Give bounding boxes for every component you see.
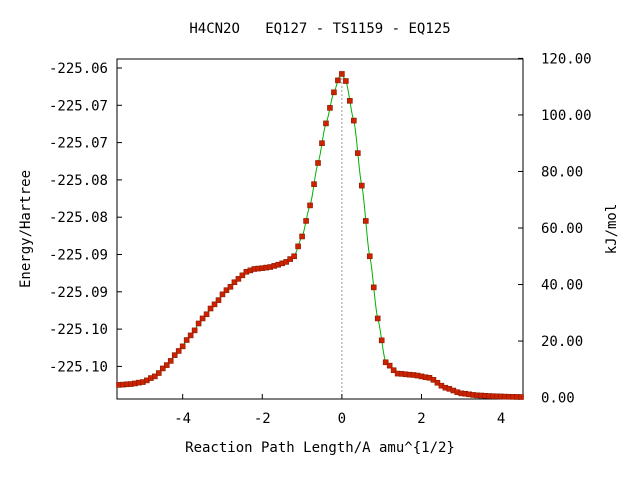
data-point: [171, 352, 178, 358]
x-tick-label: 2: [417, 411, 425, 427]
data-point: [231, 279, 238, 286]
y-right-tick-label: 0.00: [541, 391, 575, 407]
data-point: [235, 276, 242, 282]
data-point: [434, 379, 441, 386]
data-point: [239, 272, 246, 279]
plot-area: [116, 58, 524, 400]
data-point: [163, 362, 170, 368]
y-left-tick-label: -225.06: [49, 61, 108, 77]
y-right-tick-label: 100.00: [541, 108, 592, 124]
data-point: [215, 297, 222, 303]
data-point: [518, 394, 524, 400]
data-point: [223, 287, 230, 293]
data-point: [287, 256, 293, 262]
data-point: [362, 218, 369, 224]
data-point: [347, 98, 353, 104]
y-left-tick-label: -225.09: [49, 248, 108, 264]
chart-title: H4CN2O EQ127 - TS1159 - EQ125: [189, 21, 450, 37]
x-tick-label: -2: [254, 411, 271, 427]
data-point: [386, 362, 393, 369]
data-point: [303, 218, 309, 224]
y-axis-label-left: Energy/Hartree: [18, 170, 34, 288]
y-left-tick-label: -225.10: [49, 359, 108, 375]
data-point: [343, 78, 349, 84]
y-right-tick-label: 80.00: [541, 164, 583, 180]
data-point: [179, 343, 186, 350]
data-point: [283, 259, 289, 265]
data-point: [374, 315, 381, 322]
data-point: [199, 315, 206, 322]
data-point: [211, 301, 218, 308]
data-point: [311, 181, 317, 187]
data-point: [155, 370, 162, 376]
y-left-tick-label: -225.08: [49, 173, 108, 189]
data-point: [183, 337, 190, 343]
data-point: [219, 291, 226, 298]
axis-ticks: -4 -2 0 2 4 -225.06 -225.07 -225.07 -225.08 -225.…: [49, 51, 592, 427]
data-point: [187, 332, 194, 339]
data-point: [378, 337, 385, 344]
data-point: [167, 358, 174, 364]
data-point: [195, 320, 202, 327]
data-point: [351, 117, 357, 124]
y-right-tick-label: 120.00: [541, 51, 592, 67]
data-point: [307, 202, 313, 209]
y-right-tick-label: 40.00: [541, 278, 583, 294]
y-left-tick-label: -225.09: [49, 285, 108, 301]
data-point: [299, 233, 305, 240]
y-left-tick-label: -225.10: [49, 322, 108, 338]
data-point: [327, 105, 333, 111]
data-point: [382, 359, 389, 366]
x-tick-label: -4: [174, 411, 191, 427]
data-point: [370, 284, 377, 291]
data-point: [207, 305, 214, 312]
data-point: [295, 243, 301, 250]
y-left-tick-label: -225.07: [49, 136, 108, 152]
x-tick-label: 4: [497, 411, 505, 427]
data-point: [315, 160, 321, 166]
data-point: [203, 311, 210, 318]
data-points: [116, 71, 524, 400]
data-point: [331, 89, 337, 96]
x-tick-label: 0: [338, 411, 346, 427]
data-point: [355, 150, 361, 156]
y-left-tick-label: -225.07: [49, 98, 108, 114]
x-axis-label: Reaction Path Length/A amu^{1/2}: [185, 440, 455, 456]
data-point: [319, 140, 325, 146]
data-point: [366, 253, 373, 260]
data-point: [227, 284, 234, 290]
data-point: [323, 120, 329, 127]
data-point: [159, 365, 166, 372]
y-right-tick-label: 20.00: [541, 334, 583, 350]
data-point: [430, 377, 437, 383]
data-point: [358, 182, 365, 189]
y-left-tick-label: -225.08: [49, 210, 108, 226]
data-point: [339, 71, 345, 77]
y-right-tick-label: 60.00: [541, 221, 583, 237]
data-point: [175, 348, 182, 354]
data-point: [152, 373, 158, 380]
data-point: [191, 327, 198, 334]
y-axis-label-right: kJ/mol: [604, 204, 620, 255]
data-point: [291, 253, 297, 260]
data-point: [390, 367, 397, 374]
data-point: [335, 77, 341, 84]
